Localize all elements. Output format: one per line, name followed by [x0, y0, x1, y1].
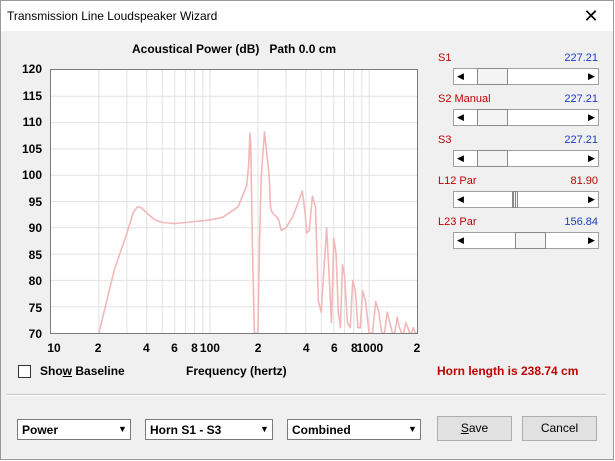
arrow-left-icon[interactable]: ◀: [457, 235, 464, 245]
divider: [7, 394, 607, 396]
slider-thumb[interactable]: [477, 68, 509, 85]
slider-value: 227.21: [564, 52, 598, 64]
slider-track[interactable]: ◀ ▶: [453, 109, 599, 126]
horn-length-text: Horn length is 238.74 cm: [437, 364, 579, 378]
x-tick-label: 2: [254, 341, 262, 355]
show-baseline-checkbox[interactable]: [18, 365, 31, 378]
x-tick-label: 2: [413, 341, 421, 355]
x-tick-label: 8: [191, 341, 198, 355]
chevron-down-icon[interactable]: ▼: [260, 424, 269, 434]
x-tick-label: 4: [142, 341, 150, 355]
x-tick-label: 1000: [356, 341, 384, 355]
y-tick-label: 75: [28, 300, 42, 315]
slider-label: L12 Par: [438, 175, 477, 187]
horn-section-value: Horn S1 - S3: [150, 423, 222, 437]
save-button-label: ave: [468, 421, 489, 435]
close-icon[interactable]: ✕: [583, 6, 599, 26]
arrow-left-icon[interactable]: ◀: [457, 112, 464, 122]
chart-title: Acoustical Power (dB) Path 0.0 cm: [132, 42, 337, 56]
chevron-down-icon[interactable]: ▼: [118, 424, 127, 434]
x-tick-label: 10: [47, 341, 61, 355]
x-tick-label: 4: [302, 341, 310, 355]
slider-thumb[interactable]: [477, 109, 509, 126]
chart-plot-area: [50, 69, 418, 334]
x-tick-label: 2: [94, 341, 102, 355]
slider-label: S1: [438, 52, 452, 64]
y-tick-label: 85: [28, 247, 42, 262]
slider-thumb[interactable]: [477, 150, 509, 167]
arrow-left-icon[interactable]: ◀: [457, 71, 464, 81]
plot-type-dropdown[interactable]: Power ▼: [17, 419, 131, 440]
series-line-0: [98, 131, 417, 334]
x-tick-label: 8: [351, 341, 358, 355]
slider-thumb[interactable]: [512, 191, 519, 208]
arrow-right-icon[interactable]: ▶: [588, 71, 595, 81]
slider-label: L23 Par: [438, 216, 477, 228]
slider-label: S2 Manual: [438, 93, 491, 105]
arrow-right-icon[interactable]: ▶: [588, 112, 595, 122]
y-tick-label: 95: [28, 194, 42, 209]
slider-value: 81.90: [570, 175, 598, 187]
arrow-right-icon[interactable]: ▶: [588, 194, 595, 204]
show-baseline-label-a: Sho: [40, 364, 63, 378]
arrow-right-icon[interactable]: ▶: [588, 235, 595, 245]
arrow-left-icon[interactable]: ◀: [457, 194, 464, 204]
save-button[interactable]: Save: [437, 416, 512, 441]
y-tick-label: 110: [22, 115, 42, 129]
arrow-left-icon[interactable]: ◀: [457, 153, 464, 163]
title-bar: Transmission Line Loudspeaker Wizard ✕: [1, 1, 613, 31]
save-button-accel: S: [460, 421, 469, 435]
chart-svg: [51, 70, 417, 334]
x-tick-label: 6: [331, 341, 338, 355]
y-tick-label: 115: [22, 88, 42, 103]
x-axis-label: Frequency (hertz): [186, 364, 287, 378]
output-mode-value: Combined: [292, 423, 351, 437]
slider-track[interactable]: ◀ ▶: [453, 232, 599, 249]
plot-type-value: Power: [22, 423, 59, 437]
y-tick-label: 120: [21, 62, 42, 76]
arrow-right-icon[interactable]: ▶: [588, 153, 595, 163]
slider-value: 227.21: [564, 134, 598, 146]
x-tick-label: 6: [171, 341, 178, 355]
slider-value: 227.21: [564, 93, 598, 105]
slider-track[interactable]: ◀ ▶: [453, 150, 599, 167]
slider-label: S3: [438, 134, 452, 146]
chevron-down-icon[interactable]: ▼: [408, 424, 417, 434]
y-tick-label: 80: [28, 274, 42, 288]
window-title: Transmission Line Loudspeaker Wizard: [7, 9, 218, 23]
output-mode-dropdown[interactable]: Combined ▼: [287, 419, 421, 440]
show-baseline-label-b: Baseline: [72, 364, 125, 378]
cancel-button[interactable]: Cancel: [522, 416, 597, 441]
y-tick-label: 90: [28, 221, 42, 235]
y-tick-label: 105: [21, 141, 42, 156]
slider-track[interactable]: ◀ ▶: [453, 191, 599, 208]
x-tick-label: 100: [199, 341, 220, 355]
slider-thumb[interactable]: [514, 232, 546, 249]
y-tick-label: 100: [21, 168, 42, 182]
horn-section-dropdown[interactable]: Horn S1 - S3 ▼: [145, 419, 273, 440]
slider-track[interactable]: ◀ ▶: [453, 68, 599, 85]
y-tick-label: 70: [28, 327, 42, 341]
show-baseline-label-accel: w: [62, 364, 73, 378]
show-baseline-label[interactable]: Show Baseline: [40, 364, 125, 378]
slider-value: 156.84: [564, 216, 598, 228]
